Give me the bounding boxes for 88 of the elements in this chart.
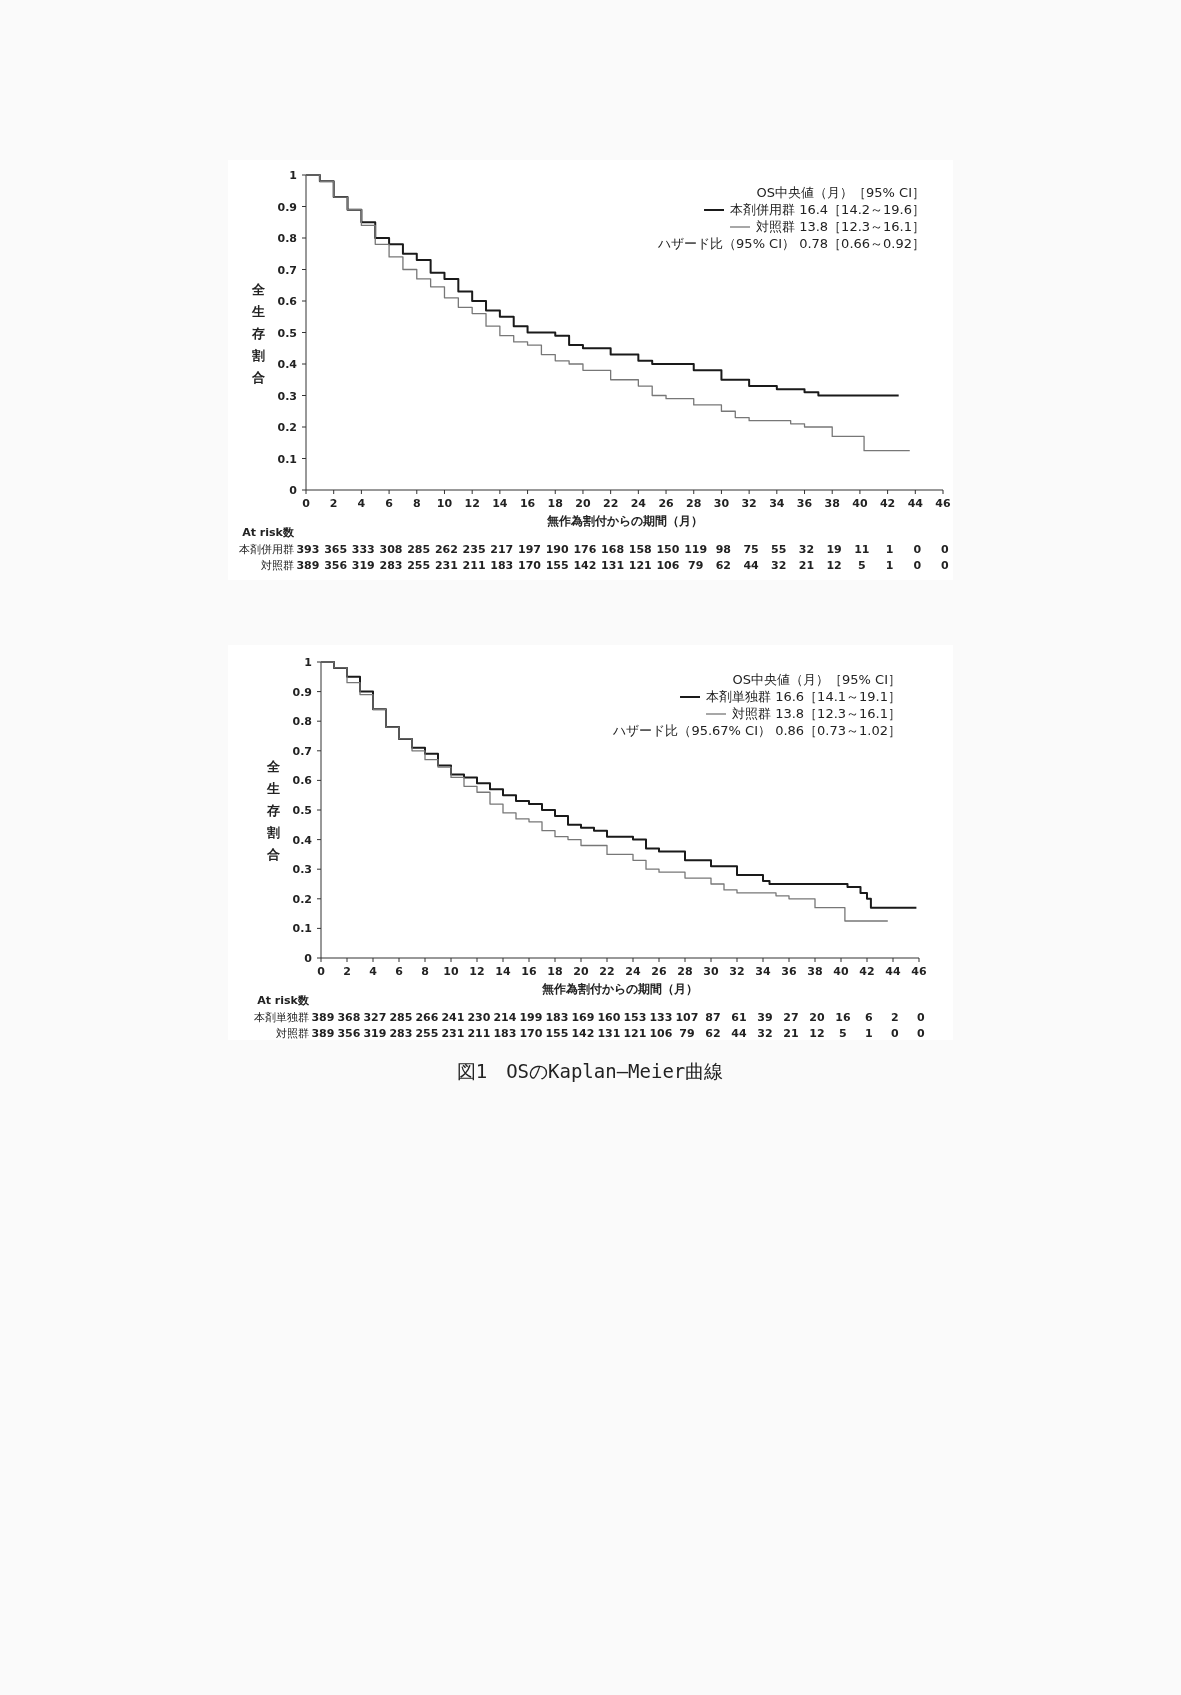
x-tick-label: 28	[677, 965, 693, 978]
x-axis-title: 無作為割付からの期間（月）	[545, 514, 703, 528]
y-tick-label: 0.9	[292, 685, 312, 699]
y-tick-label: 0.3	[292, 863, 312, 877]
x-tick-label: 36	[796, 497, 813, 510]
x-tick-label: 8	[412, 497, 421, 510]
y-tick-label: 0.7	[292, 744, 312, 758]
y-tick-label: 0.6	[292, 774, 313, 788]
x-tick-label: 20	[573, 965, 589, 978]
x-axis-title: 無作為割付からの期間（月）	[541, 982, 698, 996]
x-tick-label: 6	[385, 497, 394, 510]
x-tick-label: 40	[852, 497, 868, 510]
y-axis-title: 全生存割合	[265, 759, 281, 862]
x-tick-label: 16	[521, 965, 537, 978]
text: At risk数	[242, 526, 295, 539]
legend-label: 本剤単独群 16.6［14.1～19.1］	[706, 689, 901, 704]
x-tick-label: 30	[703, 965, 719, 978]
y-tick-label: 1	[304, 656, 312, 669]
y-tick-label: 0.7	[277, 263, 297, 277]
x-tick-label: 2	[343, 965, 351, 978]
x-tick-label: 18	[547, 965, 563, 978]
x-tick-label: 14	[495, 965, 511, 978]
y-tick-label: 0.5	[292, 804, 312, 817]
text: 本剤単独群 389 368 327 285 266 241 230 214 199 183 169 160 153 133 107 87 61 39 27 20 16 6 2 0	[254, 1011, 925, 1024]
x-tick-label: 12	[469, 965, 485, 978]
x-tick-label: 22	[603, 497, 619, 510]
x-tick-label: 46	[911, 965, 927, 978]
y-tick-label: 0.2	[292, 892, 312, 906]
y-tick-label: 0.8	[277, 232, 297, 245]
x-tick-label: 20	[575, 497, 591, 510]
text: 対照群 389 356 319 283 255 231 211 183 170 155 142 131 121 106 79 62 44 32 21 12 5 1 0 0	[276, 1027, 925, 1040]
y-tick-label: 0.1	[292, 922, 312, 936]
x-tick-label: 34	[769, 497, 785, 510]
text: 対照群 389 356 319 283 255 231 211 183 170 155 142 131 121 106 79 62 44 32 21 12 5 1 0 0	[261, 559, 949, 572]
y-tick-label: 0.8	[292, 715, 312, 729]
x-tick-label: 28	[686, 497, 702, 510]
y-tick-label: 0.9	[277, 200, 297, 214]
x-tick-label: 16	[519, 497, 536, 510]
x-tick-label: 42	[859, 965, 875, 978]
x-tick-label: 26	[651, 965, 667, 978]
x-tick-label: 4	[357, 497, 366, 510]
y-tick-label: 0.5	[277, 326, 297, 340]
legend-label: 対照群 13.8［12.3～16.1］	[756, 219, 925, 234]
x-tick-label: 30	[713, 497, 730, 510]
annotation: ハザード比（95.67% CI） 0.86［0.73～1.02］	[612, 723, 901, 738]
text: At risk数	[257, 994, 310, 1007]
x-tick-label: 24	[630, 497, 647, 510]
y-axis-title: 全生存割合	[250, 281, 266, 385]
x-tick-label: 44	[907, 497, 924, 510]
x-tick-label: 14	[492, 497, 508, 510]
annotation: ハザード比（95% CI） 0.78［0.66～0.92］	[657, 236, 925, 251]
x-tick-label: 32	[741, 497, 757, 510]
x-tick-label: 18	[547, 497, 563, 510]
legend-title: OS中央値（月）［95% CI］	[732, 672, 901, 687]
x-tick-label: 38	[824, 497, 840, 510]
x-tick-label: 26	[658, 497, 675, 510]
y-tick-label: 0.1	[277, 452, 297, 466]
y-tick-label: 0.6	[277, 295, 298, 308]
text: 本剤併用群 393 365 333 308 285 262 235 217 197 190 176 168 158 150 119 98 75 55 32 19 11 1 0 0	[239, 543, 949, 556]
legend-label: 本剤併用群 16.4［14.2～19.6］	[730, 202, 925, 217]
x-tick-label: 42	[879, 497, 896, 510]
x-tick-label: 34	[755, 965, 771, 978]
x-tick-label: 44	[885, 965, 901, 978]
x-tick-label: 8	[421, 965, 429, 978]
x-tick-label: 10	[436, 497, 453, 510]
x-tick-label: 24	[625, 965, 641, 978]
legend-label: 対照群 13.8［12.3～16.1］	[732, 706, 901, 721]
x-tick-label: 32	[729, 965, 745, 978]
x-tick-label: 38	[807, 965, 823, 978]
x-tick-label: 10	[443, 965, 459, 978]
x-tick-label: 12	[464, 497, 480, 510]
x-tick-label: 40	[833, 965, 849, 978]
y-tick-label: 0	[289, 484, 298, 497]
x-tick-label: 36	[781, 965, 797, 978]
y-tick-label: 0.4	[277, 358, 298, 371]
x-tick-label: 2	[329, 497, 338, 510]
y-tick-label: 0.3	[277, 389, 297, 403]
x-tick-label: 22	[599, 965, 615, 978]
y-tick-label: 0	[304, 952, 313, 965]
y-tick-label: 0.4	[292, 833, 313, 847]
y-tick-label: 0.2	[277, 421, 297, 434]
caption: 図1 OSのKaplan―Meier曲線	[456, 1060, 724, 1082]
x-tick-label: 46	[935, 497, 951, 510]
legend-title: OS中央値（月）［95% CI］	[756, 185, 925, 200]
x-tick-label: 6	[395, 965, 404, 978]
x-tick-label: 0	[317, 965, 326, 978]
y-tick-label: 1	[289, 169, 297, 182]
x-tick-label: 4	[369, 965, 378, 978]
